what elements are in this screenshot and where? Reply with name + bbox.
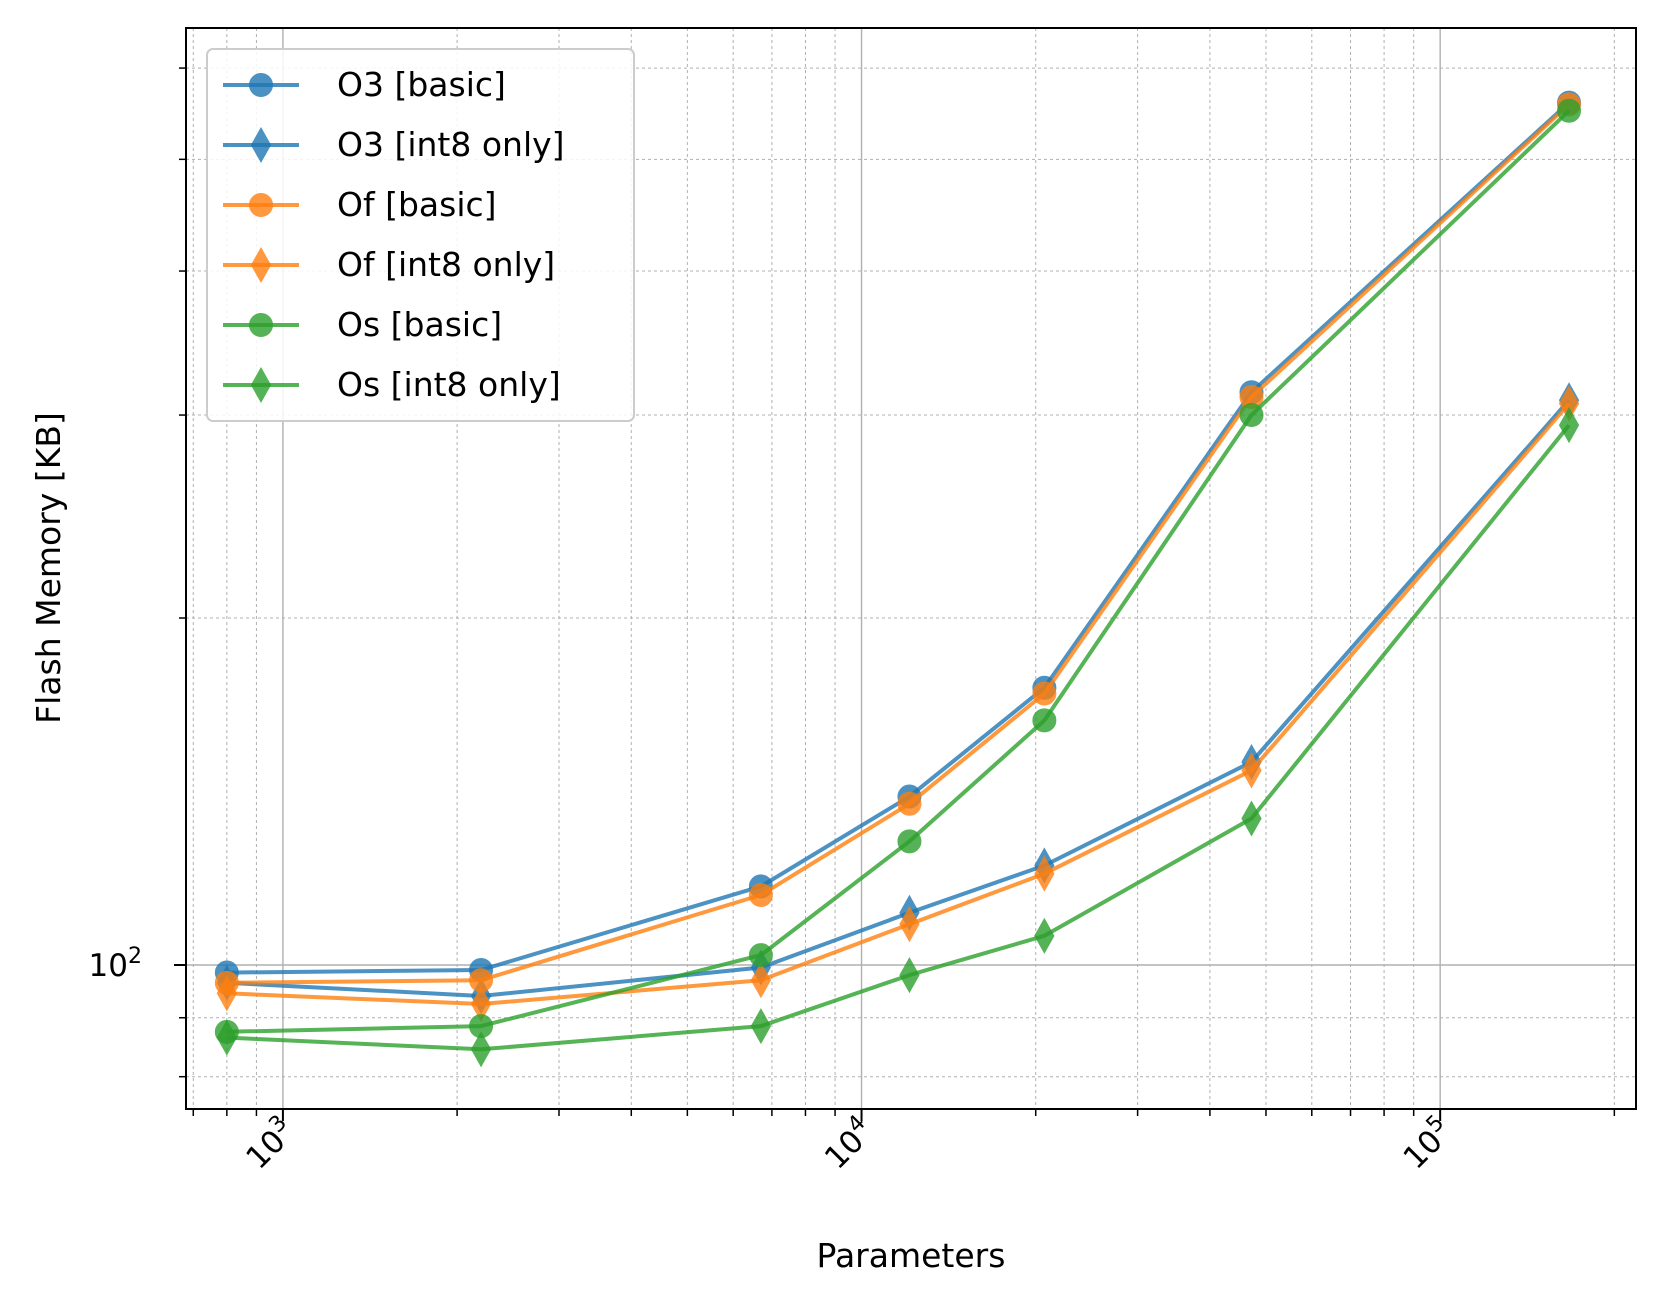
legend-marker xyxy=(250,126,272,164)
data-point xyxy=(748,943,773,968)
legend-label: Of [basic] xyxy=(337,185,497,224)
data-point xyxy=(748,883,773,908)
data-point xyxy=(1032,708,1057,733)
data-point xyxy=(897,829,922,854)
data-point xyxy=(470,1031,492,1068)
data-point xyxy=(1558,407,1580,444)
data-point xyxy=(897,791,922,816)
legend-entry: Of [int8 only] xyxy=(223,245,555,284)
legend-label: Os [basic] xyxy=(337,305,502,344)
data-point xyxy=(216,1019,237,1056)
data-point xyxy=(216,975,237,1012)
data-point xyxy=(1034,917,1055,954)
data-point xyxy=(750,962,772,999)
legend-marker xyxy=(249,73,273,97)
legend-marker xyxy=(250,366,272,404)
data-point xyxy=(1032,681,1057,706)
data-point xyxy=(750,1008,772,1045)
legend: O3 [basic] O3 [int8 only] Of [basic] Of [in… xyxy=(206,48,635,422)
y-tick-label: 102 xyxy=(89,944,142,984)
data-point xyxy=(1241,800,1262,837)
series-layer xyxy=(214,90,1582,1068)
legend-label: Of [int8 only] xyxy=(337,245,555,284)
legend-entry: Of [basic] xyxy=(223,185,497,224)
series-of-int8-only xyxy=(216,385,1580,1023)
legend-entry: Os [int8 only] xyxy=(223,365,561,404)
legend-label: Os [int8 only] xyxy=(337,365,561,404)
legend-marker xyxy=(249,313,273,337)
legend-label: O3 [basic] xyxy=(337,65,506,104)
data-point xyxy=(899,957,920,994)
plot-frame xyxy=(185,27,1637,1110)
legend-entry: O3 [int8 only] xyxy=(223,125,565,164)
data-point xyxy=(1034,855,1055,892)
series-os-basic xyxy=(214,98,1582,1044)
series-os-int8-only xyxy=(216,407,1580,1068)
data-point xyxy=(1557,98,1582,123)
data-point xyxy=(899,906,920,943)
legend-marker xyxy=(250,246,272,284)
legend-marker xyxy=(249,193,273,217)
legend-entry: Os [basic] xyxy=(223,305,502,344)
legend-entry: O3 [basic] xyxy=(223,65,506,104)
data-point xyxy=(1241,752,1262,789)
y-axis-label: Flash Memory [KB] xyxy=(29,412,68,724)
data-point xyxy=(1239,403,1264,428)
x-axis-label: Parameters xyxy=(817,1236,1006,1275)
legend-label: O3 [int8 only] xyxy=(337,125,565,164)
legend-box xyxy=(206,48,635,422)
